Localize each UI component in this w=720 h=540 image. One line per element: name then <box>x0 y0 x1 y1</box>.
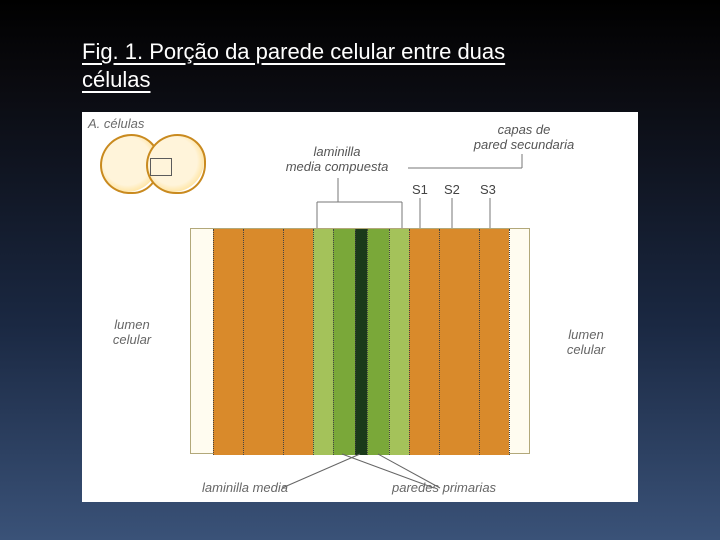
separator <box>479 229 480 455</box>
separator <box>355 229 356 455</box>
figure-caption: Fig. 1. Porção da parede celular entre d… <box>82 38 642 93</box>
layer-S2-left <box>243 229 283 455</box>
layer-S3-left <box>213 229 243 455</box>
layer-PW-right <box>367 229 389 455</box>
caption-line-1: Fig. 1. Porção da parede celular entre d… <box>82 39 505 64</box>
layer-S2-right <box>439 229 479 455</box>
layer-tint-left <box>313 229 333 455</box>
panel-label: A. células <box>88 116 144 131</box>
layer-PW-left <box>333 229 355 455</box>
label-paredes-primarias: paredes primarias <box>392 480 552 495</box>
figure-panel: A. células laminilla media compuesta cap… <box>82 112 638 502</box>
label-s3: S3 <box>480 182 496 197</box>
layer-ML <box>355 229 367 455</box>
layer-S1-right <box>409 229 439 455</box>
layer-S1-left <box>283 229 313 455</box>
separator <box>243 229 244 455</box>
label-lumen-left: lumen celular <box>96 317 168 347</box>
separator <box>409 229 410 455</box>
zoom-rectangle <box>150 158 172 176</box>
separator <box>367 229 368 455</box>
cross-section <box>190 228 530 454</box>
separator <box>313 229 314 455</box>
cell-pair <box>100 132 210 198</box>
label-s2: S2 <box>444 182 460 197</box>
separator <box>333 229 334 455</box>
separator <box>213 229 214 455</box>
separator <box>389 229 390 455</box>
caption-line-2: células <box>82 67 150 92</box>
callout-laminilla-compuesta: laminilla media compuesta <box>262 144 412 174</box>
label-s1: S1 <box>412 182 428 197</box>
separator <box>283 229 284 455</box>
separator <box>439 229 440 455</box>
layer-S3-right <box>479 229 509 455</box>
callout-capas-secundaria: capas de pared secundaria <box>454 122 594 152</box>
label-lumen-right: lumen celular <box>550 327 622 357</box>
label-laminilla-media: laminilla media <box>202 480 332 495</box>
separator <box>509 229 510 455</box>
layer-tint-right <box>389 229 409 455</box>
